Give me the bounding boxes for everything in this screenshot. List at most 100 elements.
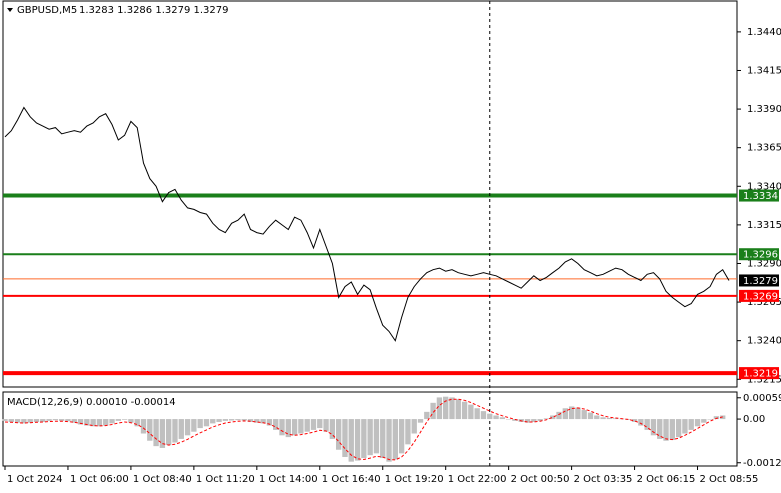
triangle-down-icon[interactable] — [7, 8, 13, 12]
level-label: 1.3279 — [743, 276, 778, 287]
macd-bar — [335, 419, 342, 450]
time-tick-label: 1 Oct 06:00 — [70, 474, 129, 485]
macd-bar — [499, 417, 506, 420]
macd-bar — [178, 419, 184, 439]
macd-bar — [84, 419, 90, 426]
price-line — [4, 106, 730, 342]
time-tick-label: 1 Oct 11:20 — [196, 474, 255, 485]
time-axis: 1 Oct 2024 1 Oct 06:00 1 Oct 08:40 1 Oct 11… — [4, 466, 759, 485]
level-label-box — [739, 189, 779, 202]
macd-bar — [71, 419, 77, 423]
macd-bar — [40, 419, 46, 422]
macd-bar — [417, 419, 424, 423]
macd-bar — [147, 419, 153, 441]
macd-bar — [235, 419, 241, 421]
time-tick-label: 2 Oct 08:55 — [700, 474, 759, 485]
macd-legend: MACD(12,26,9) 0.00010 -0.00014 — [7, 397, 176, 408]
macd-bar — [228, 419, 235, 421]
macd-bar — [109, 419, 115, 424]
macd-bar — [644, 419, 650, 430]
macd-bar — [348, 419, 354, 462]
macd-series — [2, 396, 726, 462]
macd-bar — [638, 419, 644, 426]
macd-bar — [650, 419, 657, 436]
macd-bar — [468, 404, 474, 420]
macd-bar — [594, 415, 600, 420]
macd-bar — [461, 401, 468, 420]
macd-bar — [21, 419, 27, 424]
macd-bar — [304, 419, 310, 432]
macd-bar — [493, 415, 499, 420]
macd-bar — [550, 415, 556, 420]
macd-bar — [575, 407, 581, 420]
macd-bar — [386, 419, 392, 462]
price-tick-label: 1.3265 — [747, 297, 781, 308]
macd-bar — [713, 416, 720, 420]
price-tick-label: 1.3365 — [747, 143, 781, 154]
time-tick-label: 1 Oct 16:40 — [322, 474, 381, 485]
macd-bar — [606, 417, 613, 420]
macd-tick-label: 0.00059 — [743, 393, 781, 404]
macd-bar — [172, 419, 178, 443]
macd-bar — [531, 419, 537, 422]
macd-bar — [600, 417, 606, 420]
macd-bar — [430, 402, 436, 420]
macd-bar — [52, 419, 59, 421]
macd-bar — [675, 419, 682, 438]
macd-bar — [512, 419, 518, 421]
macd-bar — [669, 419, 676, 441]
macd-bar — [323, 419, 329, 432]
macd-bar — [285, 419, 291, 438]
macd-tick-label: 0.00 — [743, 414, 765, 425]
macd-bar — [291, 419, 298, 436]
macd-bar — [613, 418, 619, 420]
macd-bar — [260, 419, 266, 424]
level-label: 1.3334 — [743, 191, 778, 202]
macd-bar — [96, 419, 103, 427]
macd-bar — [46, 419, 52, 421]
macd-bar — [657, 419, 663, 439]
price-tick-label: 1.3440 — [747, 27, 781, 38]
macd-bar — [273, 419, 279, 430]
symbol-header[interactable]: GBPUSD,M5 1.3283 1.3286 1.3279 1.3279 — [7, 5, 229, 16]
macd-bar — [65, 419, 71, 422]
macd-bar — [443, 396, 449, 420]
macd-bar — [77, 419, 84, 425]
macd-bar — [405, 419, 411, 445]
macd-bar — [298, 419, 304, 434]
macd-bar — [398, 419, 405, 454]
macd-bar — [556, 411, 562, 420]
time-tick-label: 1 Oct 14:00 — [259, 474, 318, 485]
macd-bar — [380, 419, 386, 459]
price-axis: 1.3440 1.3415 1.3390 1.3365 1.3340 1.3315 1.32… — [737, 27, 781, 385]
macd-bar — [159, 419, 166, 448]
macd-bar — [392, 419, 399, 460]
macd-bar — [449, 397, 455, 420]
level-label: 1.3269 — [743, 291, 778, 302]
macd-bar — [329, 419, 336, 439]
macd-bar — [317, 419, 323, 429]
macd-bar — [342, 419, 348, 457]
time-tick-label: 2 Oct 06:15 — [637, 474, 696, 485]
level-label-box — [739, 248, 779, 261]
macd-signal-line — [4, 398, 723, 461]
macd-bar — [222, 419, 229, 421]
macd-bar — [2, 419, 8, 421]
level-label: 1.3219 — [743, 369, 778, 380]
level-label: 1.3296 — [743, 250, 778, 261]
macd-bar — [411, 419, 417, 434]
macd-bar — [134, 419, 140, 427]
macd-bar — [58, 419, 65, 421]
price-tick-label: 1.3340 — [747, 181, 781, 192]
macd-bar — [474, 408, 480, 420]
time-tick-label: 1 Oct 08:40 — [133, 474, 192, 485]
macd-bar — [33, 419, 40, 422]
time-tick-label: 1 Oct 22:00 — [448, 474, 507, 485]
macd-bar — [8, 419, 14, 422]
macd-bar — [361, 419, 367, 459]
macd-bar — [480, 411, 487, 420]
price-tick-label: 1.3215 — [747, 374, 781, 385]
macd-bar — [631, 419, 638, 422]
